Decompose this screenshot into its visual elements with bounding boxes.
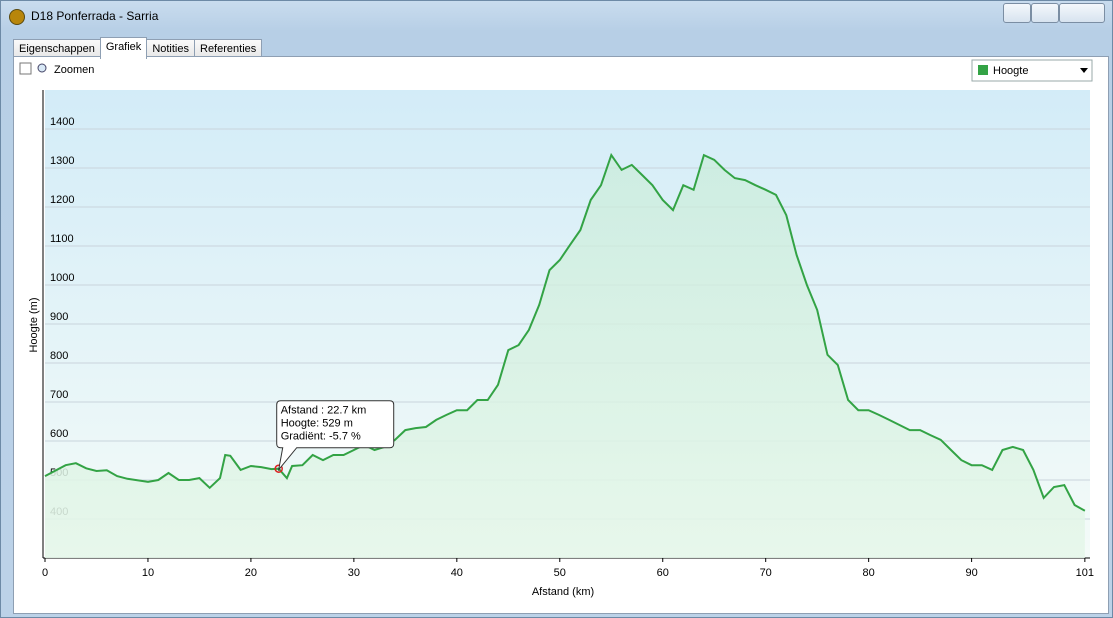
tooltip-line: Gradiënt: -5.7 % bbox=[281, 431, 361, 443]
legend-entry: Hoogte bbox=[993, 65, 1028, 77]
y-axis-label: Hoogte (m) bbox=[28, 297, 40, 352]
tab-bar: Eigenschappen Grafiek Notities Referenties bbox=[13, 37, 263, 59]
legend-swatch bbox=[978, 65, 988, 75]
tab[interactable]: Grafiek bbox=[99, 37, 148, 59]
tooltip-box bbox=[276, 400, 395, 472]
y-tick-label: 800 bbox=[50, 350, 68, 362]
minimize-button[interactable] bbox=[1003, 3, 1031, 23]
y-tick-label: 900 bbox=[50, 311, 68, 323]
zoom-label: Zoomen bbox=[54, 64, 94, 76]
x-tick-label: 80 bbox=[863, 567, 875, 579]
y-tick-label: 600 bbox=[50, 428, 68, 440]
maximize-button[interactable] bbox=[1031, 3, 1059, 23]
x-tick-label: 20 bbox=[245, 567, 257, 579]
area-fill bbox=[45, 155, 1085, 558]
y-tick-label: 1000 bbox=[50, 272, 74, 284]
zoom-checkbox[interactable] bbox=[19, 62, 32, 75]
x-tick-label: 0 bbox=[42, 567, 48, 579]
x-tick-label: 90 bbox=[965, 567, 977, 579]
x-tick-label: 101 bbox=[1076, 567, 1094, 579]
elevation-line bbox=[44, 152, 1086, 512]
y-tick-label: 1400 bbox=[50, 116, 74, 128]
tooltip-line: Hoogte: 529 m bbox=[281, 418, 353, 430]
y-tick-label: 1300 bbox=[50, 155, 74, 167]
tooltip-line: Afstand : 22.7 km bbox=[281, 405, 367, 417]
x-tick-label: 60 bbox=[657, 567, 669, 579]
tooltip-marker bbox=[274, 464, 283, 473]
close-button[interactable] bbox=[1059, 3, 1105, 23]
x-axis-label: Afstand (km) bbox=[532, 586, 594, 598]
x-tick-label: 30 bbox=[348, 567, 360, 579]
series-dropdown[interactable] bbox=[971, 59, 1093, 82]
window-title: D18 Ponferrada - Sarria bbox=[31, 9, 159, 23]
y-tick-label: 1200 bbox=[50, 194, 74, 206]
x-tick-label: 50 bbox=[554, 567, 566, 579]
x-tick-label: 70 bbox=[760, 567, 772, 579]
tab[interactable]: Referenties bbox=[194, 39, 263, 58]
x-tick-label: 10 bbox=[142, 567, 154, 579]
y-tick-label: 1100 bbox=[50, 233, 74, 245]
y-tick-label: 700 bbox=[50, 389, 68, 401]
zoom-icon bbox=[37, 63, 47, 73]
tab[interactable]: Eigenschappen bbox=[13, 39, 101, 58]
x-tick-label: 40 bbox=[451, 567, 463, 579]
dropdown-arrow bbox=[1080, 68, 1088, 73]
app-icon bbox=[9, 9, 25, 25]
